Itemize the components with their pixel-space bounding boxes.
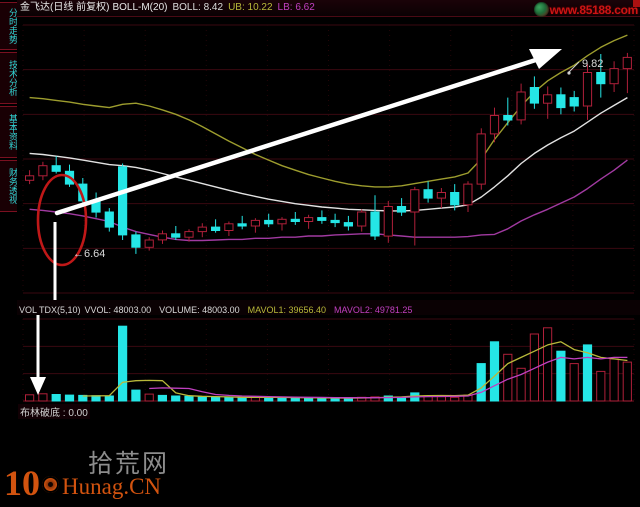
signal-label: 布林破底 : 0.00 bbox=[18, 404, 90, 419]
price-high-label: 9.82 bbox=[582, 58, 603, 70]
sidebar-tab-intraday-label: 分时走势 bbox=[8, 8, 18, 44]
stock-name-label: 金飞达(日线 前复权) bbox=[20, 2, 110, 13]
volume-title-label[interactable]: VOL bbox=[19, 305, 38, 315]
sidebar-tab-financials[interactable]: 财务透视 bbox=[0, 160, 18, 212]
site-branding: 10 Hunag.CN 拾荒网 bbox=[0, 449, 640, 507]
brand-site-en: Hunag.CN bbox=[62, 474, 162, 499]
volume-value-label: VOLUME: 48003.00 bbox=[159, 305, 240, 315]
sidebar-tab-technical[interactable]: 技术分析 bbox=[0, 52, 18, 104]
indicator-name-label[interactable]: BOLL-M(20) bbox=[112, 2, 168, 13]
trend-arrow-annotation bbox=[54, 49, 562, 216]
sidebar-tab-financials-label: 财务透视 bbox=[8, 168, 18, 204]
boll-lower-value-label: LB: 6.62 bbox=[277, 2, 315, 13]
indicator-header-bar: 金飞达(日线 前复权) BOLL-M(20) BOLL: 8.42 UB: 10.22… bbox=[17, 0, 640, 17]
price-grid bbox=[22, 24, 635, 294]
sidebar-tab-technical-label: 技术分析 bbox=[8, 60, 18, 96]
candlestick-series bbox=[25, 52, 632, 254]
sidebar-tab-fundamentals-label: 基本资料 bbox=[8, 114, 18, 150]
watermark: www.85188.com bbox=[533, 1, 639, 18]
mavol1-value-label: MAVOL1: 39656.40 bbox=[247, 305, 327, 315]
volume-formula-label: TDX(5,10) bbox=[39, 305, 81, 315]
brand-number: 10 bbox=[4, 463, 40, 503]
volume-chart-panel[interactable] bbox=[17, 315, 640, 405]
vvol-value-label: VVOL: 48003.00 bbox=[84, 305, 152, 315]
corner-marker bbox=[633, 0, 640, 7]
boll-bands bbox=[29, 34, 628, 242]
price-low-label: ←6.64 bbox=[73, 248, 105, 260]
sidebar: 分时走势 技术分析 基本资料 财务透视 bbox=[0, 0, 18, 507]
price-chart-panel[interactable]: 9.82 ←6.64 bbox=[17, 17, 640, 300]
volume-header-bar: VOL TDX(5,10) VVOL: 48003.00 VOLUME: 48003.… bbox=[17, 300, 640, 315]
price-high-callout: 9.82 bbox=[567, 58, 603, 75]
volume-moving-averages bbox=[82, 341, 628, 399]
price-low-callout: ←6.64 bbox=[73, 248, 105, 260]
volume-bar-series bbox=[25, 325, 632, 402]
watermark-url-text: www.85188.com bbox=[549, 2, 639, 17]
volume-chart-svg bbox=[17, 315, 640, 405]
sidebar-tab-intraday[interactable]: 分时走势 bbox=[0, 2, 18, 50]
watermark-logo-icon bbox=[533, 2, 549, 17]
down-arrow-annotation bbox=[30, 315, 46, 395]
gear-icon bbox=[42, 476, 59, 493]
mavol2-value-label: MAVOL2: 49781.25 bbox=[334, 305, 413, 315]
boll-upper-value-label: UB: 10.22 bbox=[228, 2, 273, 13]
brand-site-zh: 拾荒网 bbox=[88, 450, 170, 478]
boll-value-label: BOLL: 8.42 bbox=[172, 2, 224, 13]
sidebar-tab-fundamentals[interactable]: 基本资料 bbox=[0, 106, 18, 158]
highlight-ellipse-annotation bbox=[36, 173, 88, 267]
price-chart-svg: 9.82 ←6.64 bbox=[17, 17, 640, 300]
